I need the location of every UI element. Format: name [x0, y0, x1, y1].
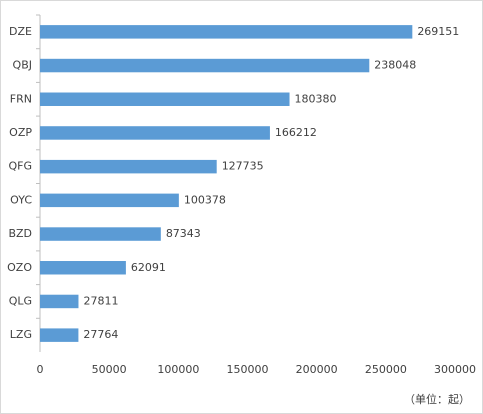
bar — [40, 193, 179, 208]
x-tick-label: 50000 — [92, 363, 127, 376]
x-tick-label: 100000 — [157, 363, 199, 376]
y-tick-label: OZO — [7, 261, 32, 274]
y-tick-label: FRN — [10, 92, 32, 105]
y-tick-label: LZG — [10, 328, 32, 341]
bar — [40, 261, 126, 275]
data-label: 27811 — [83, 294, 118, 307]
bar — [40, 159, 217, 174]
y-tick-label: BZD — [8, 227, 32, 240]
unit-note: （单位：起） — [404, 392, 470, 406]
data-label: 166212 — [275, 126, 317, 139]
y-tick-label: OYC — [10, 193, 32, 206]
data-label: 238048 — [374, 59, 416, 72]
y-tick-label: QBJ — [13, 59, 32, 72]
bar — [40, 25, 413, 39]
data-label: 269151 — [417, 25, 459, 38]
y-tick-label: QLG — [9, 294, 32, 307]
x-tick-label: 300000 — [434, 363, 476, 376]
bar — [40, 92, 290, 106]
data-label: 62091 — [131, 261, 166, 274]
x-tick-label: 200000 — [296, 363, 338, 376]
bar — [40, 58, 370, 73]
x-tick-label: 250000 — [365, 363, 407, 376]
bar — [40, 126, 270, 140]
data-label: 87343 — [166, 227, 201, 240]
y-tick-label: OZP — [9, 126, 32, 139]
data-label: 100378 — [184, 193, 226, 206]
bar — [40, 227, 161, 241]
bar — [40, 328, 79, 342]
data-label: 180380 — [295, 92, 337, 105]
x-tick-label: 150000 — [227, 363, 269, 376]
bar — [40, 294, 79, 309]
data-label: 127735 — [222, 160, 264, 173]
x-tick-label: 0 — [37, 363, 44, 376]
y-tick-label: QFG — [8, 160, 32, 173]
y-tick-label: DZE — [9, 25, 32, 38]
data-label: 27764 — [83, 328, 118, 341]
